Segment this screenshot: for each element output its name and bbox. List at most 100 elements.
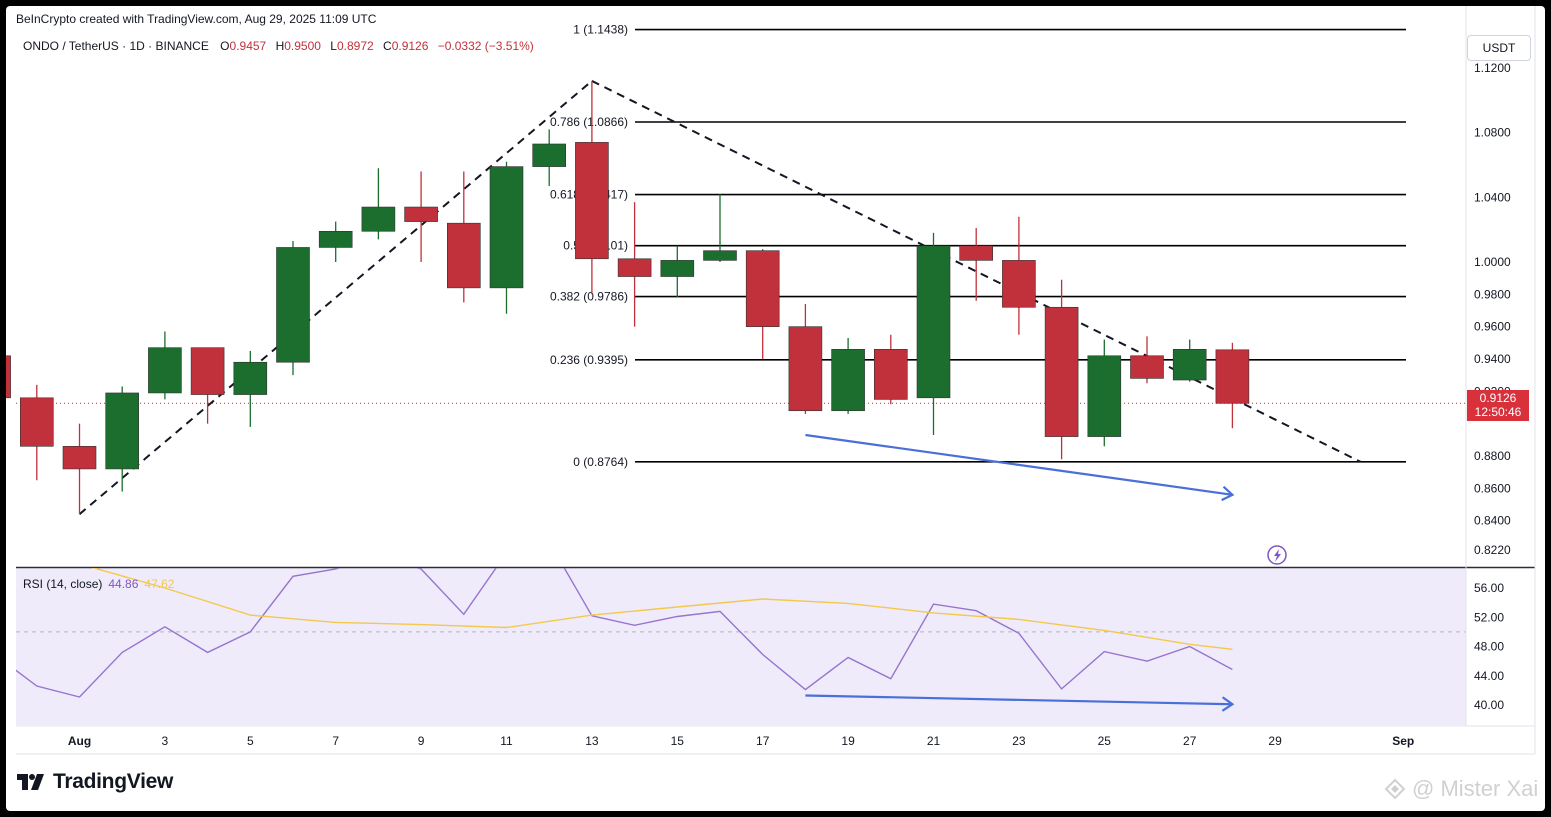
candle-body	[105, 392, 139, 470]
time-axis-tick: 15	[671, 734, 685, 748]
price-axis-tick: 0.8800	[1474, 449, 1511, 463]
candle-body	[233, 361, 268, 395]
tradingview-logo-icon	[17, 774, 44, 790]
time-axis-tick: 3	[162, 734, 169, 748]
last-price-tag: 0.9126 12:50:46	[1467, 390, 1529, 421]
candle	[1087, 339, 1122, 447]
candle	[831, 337, 865, 414]
candle-body	[660, 260, 695, 277]
time-axis-tick: 21	[927, 734, 941, 748]
rsi-axis-tick: 56.00	[1474, 581, 1504, 595]
high-value: 0.9500	[284, 39, 321, 53]
candle	[745, 249, 780, 359]
time-axis-tick: 11	[500, 734, 513, 748]
rsi-legend[interactable]: RSI (14, close) 44.86 47.62	[23, 577, 174, 591]
candle	[916, 232, 951, 435]
candle-body	[1215, 349, 1250, 404]
candle	[62, 423, 97, 515]
price-axis-tick: 1.0800	[1474, 126, 1511, 140]
price-divergence-arrow[interactable]	[805, 433, 1235, 502]
candle	[233, 350, 268, 427]
fib-level-label: 0.786 (1.0866)	[550, 115, 628, 129]
candle-body	[404, 206, 438, 222]
candle-body	[873, 348, 908, 400]
dashed-trendline[interactable]	[78, 80, 593, 515]
symbol-name[interactable]: ONDO / TetherUS · 1D · BINANCE	[23, 39, 209, 53]
currency-button[interactable]: USDT	[1467, 35, 1531, 61]
candle-body	[148, 347, 182, 394]
price-axis-tick: 0.9600	[1474, 320, 1511, 334]
price-axis-tick: 0.8220	[1474, 543, 1511, 557]
low-label: L	[330, 39, 337, 53]
tradingview-logo[interactable]: TradingView	[17, 770, 173, 794]
price-axis-tick: 1.1200	[1474, 61, 1511, 75]
candle	[105, 386, 139, 492]
close-value: 0.9126	[391, 39, 429, 53]
rsi-axis-tick: 40.00	[1474, 698, 1504, 712]
last-price-value: 0.9126	[1479, 391, 1517, 405]
open-value: 0.9457	[229, 39, 267, 53]
candle-body	[1130, 355, 1164, 379]
time-axis-tick: 9	[418, 734, 425, 748]
time-axis-tick: 29	[1268, 734, 1282, 748]
candle-body	[20, 397, 54, 447]
candle-body	[190, 347, 225, 395]
time-axis-tick: Aug	[68, 734, 91, 748]
candle-body	[959, 245, 994, 261]
candle	[660, 245, 695, 298]
lightning-icon[interactable]	[1267, 545, 1287, 565]
candle-body	[575, 142, 609, 260]
chart-attribution: BeInCrypto created with TradingView.com,…	[16, 12, 377, 26]
candle-body	[617, 258, 652, 277]
candle-body	[446, 222, 481, 289]
candle-body	[745, 250, 780, 327]
fib-level-label: 0.236 (0.9395)	[550, 353, 628, 367]
candle	[276, 240, 310, 376]
candle	[20, 384, 54, 481]
open-label: O	[220, 39, 230, 53]
candle	[703, 194, 737, 262]
time-axis-tick: 25	[1098, 734, 1112, 748]
candle-body	[1172, 348, 1207, 381]
candle	[959, 228, 994, 301]
candle-body	[916, 245, 951, 399]
rsi-pane-background	[16, 568, 1466, 725]
fib-level-label: 0 (0.8764)	[573, 455, 628, 469]
candle	[532, 129, 567, 187]
candle	[1044, 279, 1079, 460]
rsi-divergence-arrow[interactable]	[805, 694, 1235, 712]
rsi-title: RSI (14, close)	[23, 577, 103, 591]
candle	[1172, 339, 1207, 382]
candle-body	[532, 143, 567, 167]
candle	[617, 202, 652, 327]
price-axis-tick: 1.0400	[1474, 190, 1511, 204]
tradingview-logo-text: TradingView	[53, 770, 174, 793]
time-axis-tick: 23	[1012, 734, 1026, 748]
candle	[361, 168, 396, 240]
candle-body	[1002, 260, 1036, 308]
candle	[1130, 336, 1164, 384]
candle	[404, 171, 438, 262]
time-axis-tick: Sep	[1392, 734, 1414, 748]
candle	[1002, 216, 1036, 335]
rsi-divergence-arrow-head	[1221, 696, 1235, 712]
price-axis-tick: 0.9800	[1474, 287, 1511, 301]
lightning-icon-bolt	[1274, 549, 1281, 562]
candle-body	[1044, 306, 1079, 437]
candle	[6, 355, 11, 399]
candle	[318, 221, 353, 262]
candle-body	[62, 445, 97, 470]
rsi-divergence-arrow-shaft	[805, 694, 1233, 706]
chart-canvas[interactable]: 1.1200 1.0800 1.0400 1.0000 0.9800 0.9600 0.94…	[6, 6, 1545, 811]
high-label: H	[275, 39, 285, 53]
candle	[190, 347, 225, 424]
candle	[148, 331, 182, 400]
time-axis-tick: 19	[841, 734, 855, 748]
rsi-axis-tick: 52.00	[1474, 610, 1504, 624]
time-axis-tick: 27	[1183, 734, 1197, 748]
fib-level-label: 0.382 (0.9786)	[550, 290, 628, 304]
candle	[788, 304, 823, 414]
time-axis-tick: 7	[332, 734, 339, 748]
rsi-ma-line	[91, 568, 1233, 650]
rsi-ma-value: 47.62	[144, 577, 175, 591]
